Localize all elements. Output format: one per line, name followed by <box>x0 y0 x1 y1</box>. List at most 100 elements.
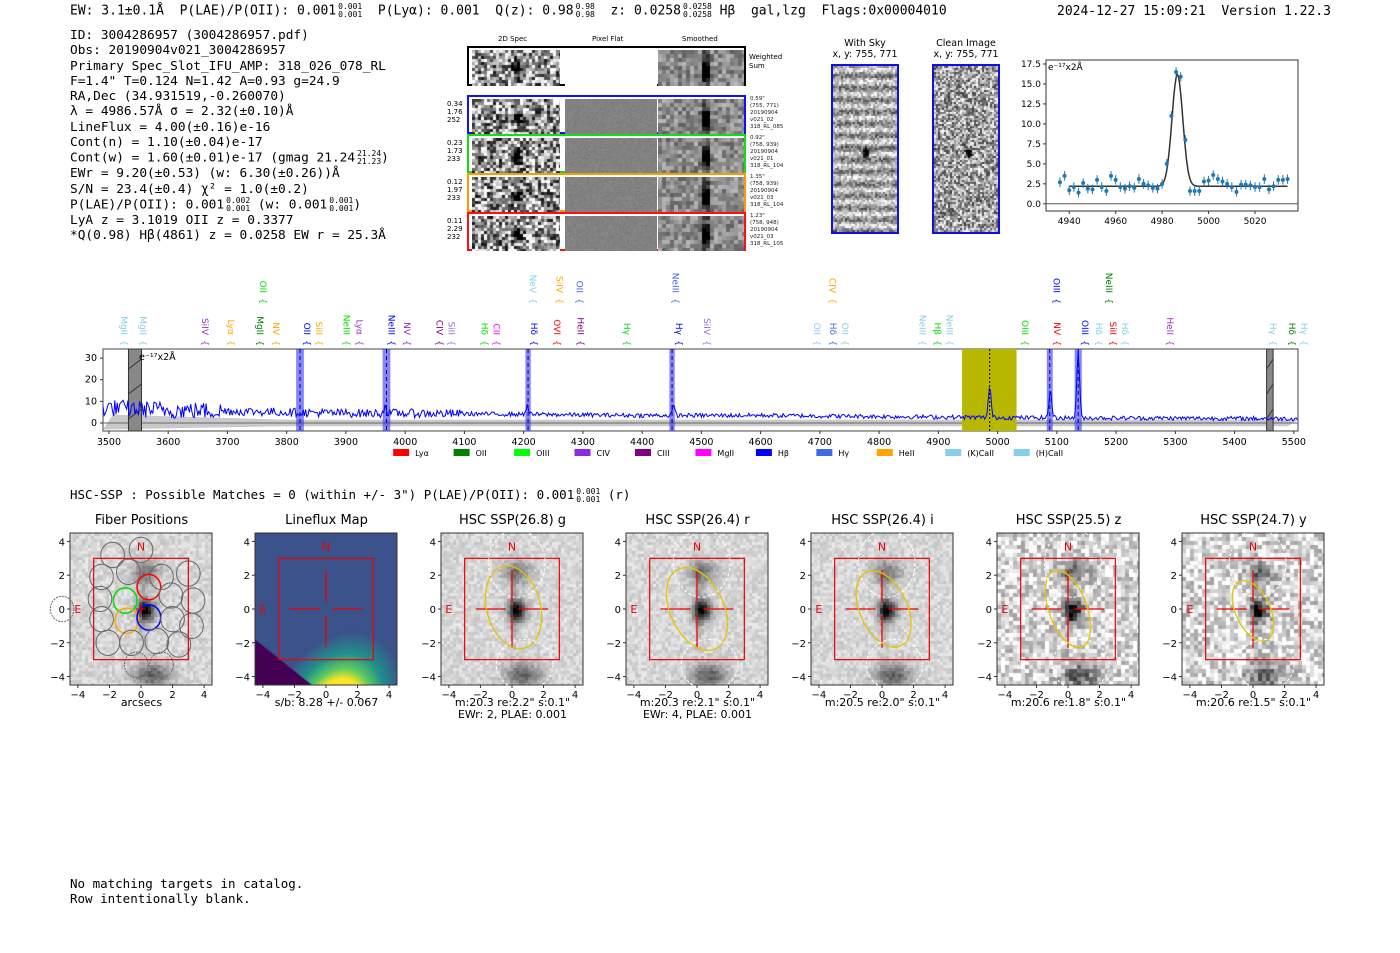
line-label-bracket: { <box>270 340 280 346</box>
x-tick-label: 4700 <box>808 437 832 448</box>
x-tick-label: 0 <box>879 690 885 701</box>
x-tick-label: 2 <box>910 690 916 701</box>
line-label-text: NeV <box>527 275 537 294</box>
line-label-text: OII <box>301 323 311 335</box>
x-tick-label: 4300 <box>571 437 595 448</box>
line-label-SiII: SiII { <box>446 321 456 346</box>
line-label-OIII: OIII { <box>1079 320 1089 346</box>
col-header-pixel-flat: Pixel Flat <box>592 35 624 43</box>
x-tick-label: 2 <box>725 690 731 701</box>
y-tick-label: −4 <box>606 673 621 684</box>
data-point <box>1104 189 1109 194</box>
line-label-bracket: { <box>1079 340 1089 346</box>
legend-swatch <box>393 449 410 456</box>
x-tick-label: −4 <box>442 690 457 701</box>
clean-xy: x, y: 755, 771 <box>933 49 999 60</box>
x-tick-label: 4 <box>1313 690 1319 701</box>
compass-north: N <box>1249 541 1257 554</box>
line-label-OIII: OIII { <box>1019 320 1029 346</box>
data-point <box>1234 189 1239 194</box>
qz-value: Q(z): 0.98 <box>495 3 574 19</box>
x-tick-label: 4100 <box>452 437 476 448</box>
spec2d-raw-image <box>472 216 560 251</box>
with-sky-label: With Sky <box>844 38 886 49</box>
line-label-bracket: { <box>669 298 679 304</box>
x-tick-label: 4400 <box>630 437 654 448</box>
fiber-circle <box>179 612 204 640</box>
line-label-bracket: { <box>1019 340 1029 346</box>
data-point <box>1099 185 1104 190</box>
y-tick-label: 0 <box>986 605 992 616</box>
x-tick-label: 4900 <box>926 437 950 448</box>
ew-value: EW: 3.1±0.1Å <box>70 3 164 19</box>
line-label-text: Hδ <box>528 323 538 336</box>
y-tick-label: 4 <box>800 537 806 548</box>
line-label-NeIII: NeIII { <box>341 315 351 346</box>
clean-image <box>932 64 1000 234</box>
data-point <box>1276 177 1281 182</box>
fiber-stat: 1.76 <box>447 108 463 116</box>
line-label-bracket: { <box>479 340 489 346</box>
fiber-circle <box>112 587 138 614</box>
y-tick-label: 4 <box>615 537 621 548</box>
mask-hatch <box>128 383 142 395</box>
line-fit-chart: 4940 4960 4980 5000 5020 0.0 2.5 5.0 7.5 10.0 12.5… <box>1021 59 1299 227</box>
line-label-text: MgII <box>118 316 128 335</box>
line-label-CIV: CIV { <box>434 320 444 346</box>
x-tick-label: 3700 <box>215 437 239 448</box>
line-label-text: NeIII <box>341 315 351 335</box>
x-tick-label: 3500 <box>97 437 121 448</box>
y-tick-label: 4 <box>59 537 65 548</box>
line-label-bracket: { <box>1051 340 1061 346</box>
cont-w: Cont(w) = 1.60(±0.01)e-17 (gmag 21.24 21.… <box>70 150 389 166</box>
classification: gal,lzg <box>750 3 806 19</box>
fiber-info-line: 318_RL_104 <box>750 202 784 208</box>
x-tick-label: 5020 <box>1244 217 1267 227</box>
plae-w-hi: 0.001 <box>329 195 354 205</box>
axes-frame <box>440 532 584 686</box>
x-tick-label: 0 <box>694 690 700 701</box>
line-label-Hγ: Hγ { <box>1298 323 1308 346</box>
legend-label: Hγ <box>838 449 849 458</box>
aperture-box <box>93 557 189 661</box>
panel-caption: s/b: 8.28 +/- 0.067 <box>274 696 379 709</box>
panel-title: HSC SSP(26.4) i <box>831 513 934 528</box>
panel-caption: m:20.3 re:2.2" s:0.1" <box>454 696 571 709</box>
fiber-circle <box>100 541 125 569</box>
y-tick-label: 20 <box>85 375 97 386</box>
x-tick-label: −4 <box>627 690 642 701</box>
compass-north: N <box>137 541 145 554</box>
clean-image-title: Clean Image x, y: 755, 771 <box>921 38 1011 60</box>
line-label-text: Hγ <box>1267 323 1277 336</box>
line-label-bracket: { <box>1267 340 1277 346</box>
x-tick-label: −4 <box>998 690 1013 701</box>
line-label-text: CII <box>491 323 501 335</box>
y-tick-label: −4 <box>977 673 992 684</box>
fiber-stat: 0.34 <box>447 100 463 108</box>
line-id: Hβ <box>719 3 736 19</box>
line-label-OIII: OIII { <box>1050 278 1060 304</box>
legend-label: CIII <box>657 449 670 458</box>
spec2d-smooth-image <box>658 99 744 134</box>
fiber-stat: 0.11 <box>447 217 463 225</box>
compass-north: N <box>1064 541 1072 554</box>
fiber-circle <box>128 536 154 564</box>
line-label-NeIII: NeIII { <box>386 315 396 346</box>
line-label-Hγ: Hγ { <box>673 323 683 346</box>
axes-frame <box>254 532 398 686</box>
neighbor-ellipse <box>865 638 924 691</box>
z-hi: 0.0258 <box>682 2 712 11</box>
line-label-HeII: HeII { <box>1164 317 1174 346</box>
plae-lo: 0.001 <box>338 10 363 19</box>
y-axis-label: e⁻¹⁷x2Å <box>1048 61 1084 73</box>
data-point <box>1164 161 1169 166</box>
x-tick-label: 2 <box>540 690 546 701</box>
legend-label: (H)CaII <box>1036 449 1063 458</box>
x-tick-label: 4500 <box>689 437 713 448</box>
y-tick-label: 2 <box>1171 571 1177 582</box>
fiber-circle <box>49 595 75 623</box>
x-tick-label: −2 <box>287 690 302 701</box>
line-label-bracket: { <box>943 340 953 346</box>
line-label-bracket: { <box>551 340 561 346</box>
